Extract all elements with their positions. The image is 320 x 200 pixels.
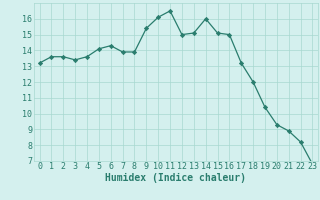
X-axis label: Humidex (Indice chaleur): Humidex (Indice chaleur) [106,173,246,183]
